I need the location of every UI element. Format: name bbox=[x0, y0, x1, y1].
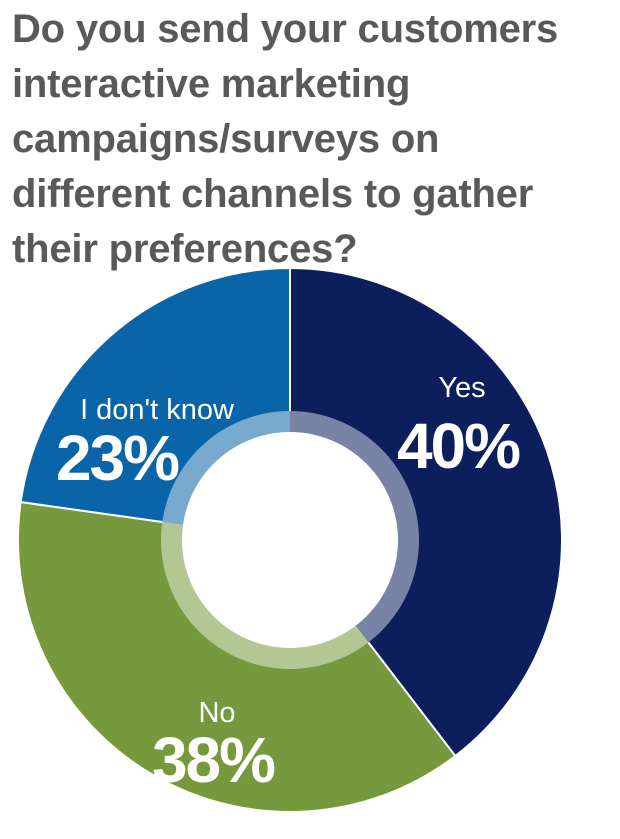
title-line-3: campaigns/surveys on bbox=[12, 117, 440, 161]
title-line-5: their preferences? bbox=[12, 227, 358, 271]
slice-label-no: No bbox=[198, 697, 235, 729]
slice-label-yes: Yes bbox=[438, 372, 485, 404]
title-line-2: interactive marketing bbox=[12, 62, 411, 106]
chart-title: Do you send your customers interactive m… bbox=[12, 2, 617, 277]
slice-value-dont-know: 23% bbox=[56, 422, 179, 494]
title-line-4: different channels to gather bbox=[12, 172, 534, 216]
slice-yes bbox=[289, 266, 563, 758]
slice-value-yes: 40% bbox=[397, 410, 520, 482]
slice-value-no: 38% bbox=[152, 724, 275, 796]
donut-hole bbox=[182, 432, 398, 648]
title-line-1: Do you send your customers bbox=[12, 7, 559, 51]
slice-label-dont-know: I don't know bbox=[80, 394, 235, 426]
